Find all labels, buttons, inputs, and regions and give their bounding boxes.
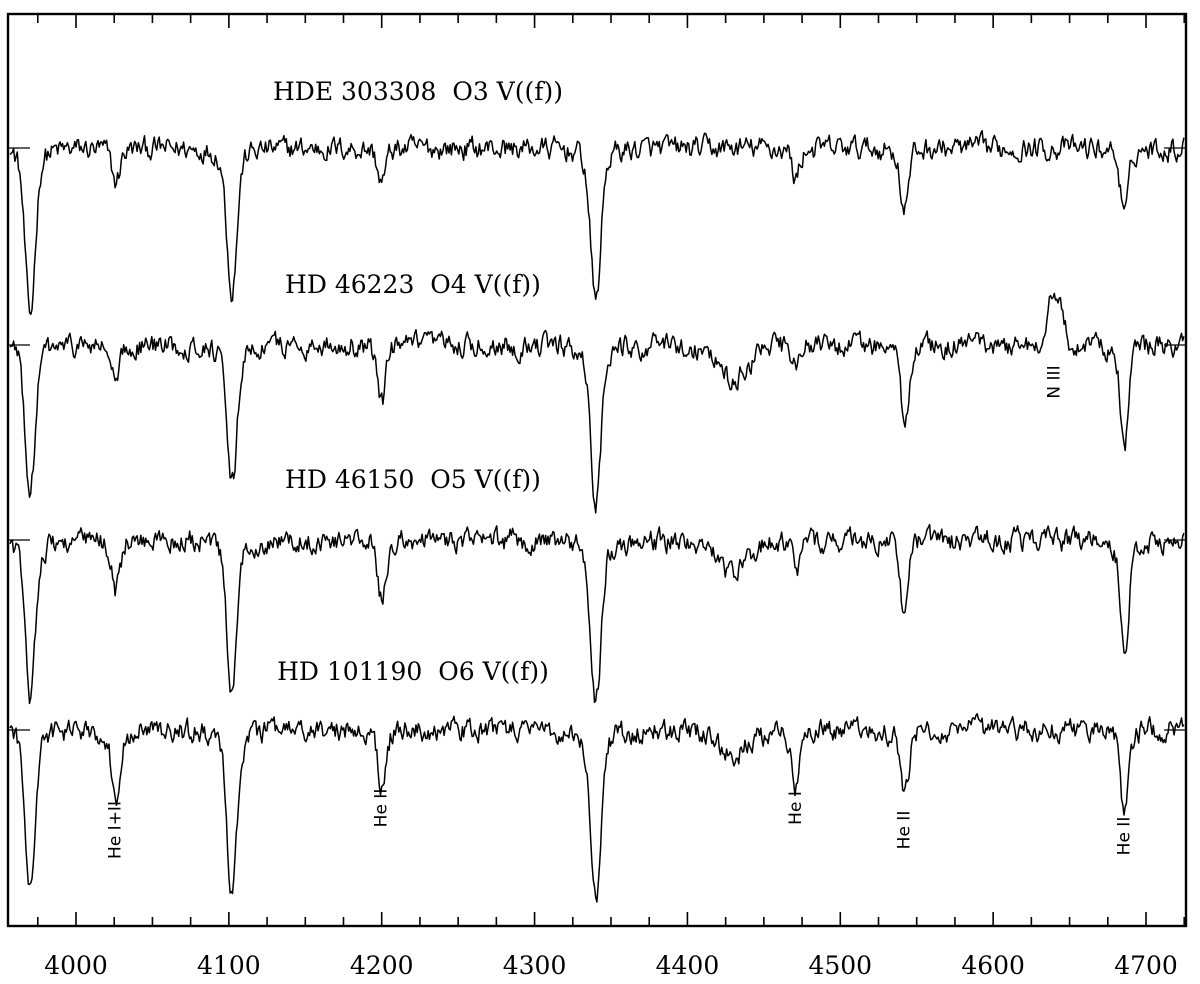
spectrum-3 — [9, 523, 1185, 705]
spectrum-labels: HDE 303308 O3 V((f)) HD 46223 O4 V((f)) HD… — [273, 77, 563, 686]
spectrum-2 — [9, 292, 1185, 514]
x-axis-tick-labels: 4000 4100 4200 4300 4400 4500 4600 4700 — [44, 951, 1178, 980]
x-tick-label: 4100 — [197, 951, 261, 980]
line-id-label: He II — [1115, 817, 1135, 856]
x-tick-label: 4400 — [656, 951, 720, 980]
line-identifications: N III He I+II He II He I He II He II — [106, 365, 1135, 859]
x-tick-label: 4300 — [503, 951, 567, 980]
line-id-label: He II — [895, 811, 915, 850]
x-tick-label: 4200 — [350, 951, 414, 980]
x-tick-label: 4600 — [961, 951, 1025, 980]
spectrum-4 — [9, 713, 1185, 903]
spectrum-label: HD 46150 O5 V((f)) — [285, 465, 541, 494]
x-tick-label: 4500 — [808, 951, 872, 980]
spectrum-label: HDE 303308 O3 V((f)) — [273, 77, 563, 106]
x-tick-label: 4700 — [1114, 951, 1178, 980]
line-id-label: N III — [1044, 365, 1064, 398]
x-axis-ticks — [36, 14, 1186, 926]
line-id-label: He II — [372, 789, 392, 828]
spectrum-label: HD 46223 O4 V((f)) — [285, 270, 541, 299]
line-id-label: He I — [786, 791, 806, 825]
spectrum-1 — [9, 129, 1185, 316]
line-id-label: He I+II — [106, 801, 126, 859]
spectrum-label: HD 101190 O6 V((f)) — [277, 657, 549, 686]
spectra — [8, 129, 1186, 903]
plot-frame — [6, 12, 1188, 928]
x-tick-label: 4000 — [44, 951, 108, 980]
